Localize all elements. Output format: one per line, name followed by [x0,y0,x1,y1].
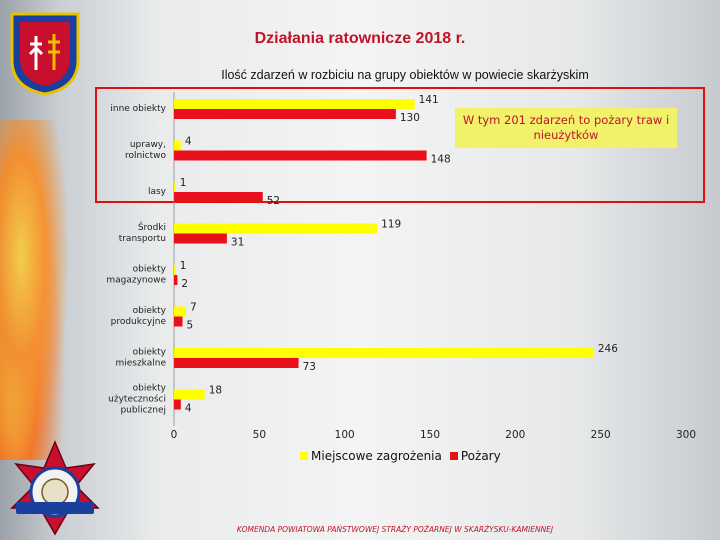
data-label-miejscowe-zagrozenia-1: 4 [185,136,192,148]
x-tick-label-3: 150 [420,429,440,441]
data-label-miejscowe-zagrozenia-7: 18 [209,385,222,397]
bar-pozary-1 [174,150,427,161]
flame-decoration [0,120,70,460]
data-label-miejscowe-zagrozenia-6: 246 [598,343,618,355]
data-label-pozary-7: 4 [185,403,192,415]
category-label-1-1: rolnictwo [125,151,167,161]
legend-item-pozary: Pożary [449,449,501,463]
category-label-1-0: uprawy, [130,140,166,150]
data-label-miejscowe-zagrozenia-3: 119 [381,219,401,231]
category-label-4-1: magazynowe [106,276,166,286]
page-title: Działania ratownicze 2018 r. [254,30,466,47]
category-label-7-0: obiekty [133,384,167,394]
bar-miejscowe-zagrozenia-5 [174,306,186,317]
data-label-pozary-2: 52 [267,195,280,207]
data-label-miejscowe-zagrozenia-2: 1 [180,177,187,189]
data-label-miejscowe-zagrozenia-5: 7 [190,302,197,314]
legend: Miejscowe zagrożenia Pożary [300,449,509,463]
category-label-4-0: obiekty [133,265,167,275]
bar-miejscowe-zagrozenia-3 [174,223,378,234]
note-callout: W tym 201 zdarzeń to pożary traw i nieuż… [455,108,677,148]
data-label-pozary-5: 5 [187,320,194,332]
bar-miejscowe-zagrozenia-7 [174,389,205,400]
chart-title: Ilość zdarzeń w rozbiciu na grupy obiekt… [221,68,589,82]
bar-miejscowe-zagrozenia-2 [174,182,176,192]
category-label-7-2: publicznej [120,406,166,416]
data-label-pozary-4: 2 [181,278,188,290]
coat-of-arms-icon [10,12,80,96]
bar-pozary-4 [174,275,178,285]
data-label-pozary-1: 148 [431,154,451,166]
category-label-6-0: obiekty [133,348,167,358]
footer-text: KOMENDA POWIATOWA PAŃSTWOWEJ STRAŻY POŻA… [236,525,554,534]
category-label-6-1: mieszkalne [115,359,166,369]
data-label-pozary-6: 73 [303,361,316,373]
bar-pozary-3 [174,233,227,244]
bar-miejscowe-zagrozenia-0 [174,99,415,109]
x-tick-label-1: 50 [253,429,266,441]
bar-miejscowe-zagrozenia-4 [174,265,176,275]
legend-label-series1: Miejscowe zagrożenia [311,449,442,463]
legend-swatch-series1 [300,452,308,460]
data-label-miejscowe-zagrozenia-0: 141 [419,94,439,106]
legend-label-series2: Pożary [460,449,501,463]
x-tick-label-6: 300 [676,429,696,441]
category-label-5-0: obiekty [133,306,167,316]
bar-pozary-7 [174,399,181,410]
legend-item-miejscowe-zagrozenia: Miejscowe zagrożenia [300,449,442,463]
category-label-0-0: inne obiekty [110,104,166,114]
category-label-2-0: lasy [148,187,167,197]
bar-pozary-2 [174,192,263,202]
data-label-pozary-3: 31 [231,237,244,249]
bar-miejscowe-zagrozenia-1 [174,140,181,151]
data-label-miejscowe-zagrozenia-4: 1 [180,260,187,272]
fire-service-badge-icon [10,440,100,536]
category-label-3-0: Środki [138,221,166,233]
bar-pozary-5 [174,316,183,327]
x-tick-label-4: 200 [505,429,525,441]
category-label-3-1: transportu [119,234,166,244]
category-label-5-1: produkcyjne [111,317,167,327]
bar-pozary-0 [174,109,396,119]
bar-pozary-6 [174,358,299,368]
data-label-pozary-0: 130 [400,112,420,124]
x-tick-label-5: 250 [591,429,611,441]
x-tick-label-2: 100 [335,429,355,441]
bar-miejscowe-zagrozenia-6 [174,348,594,358]
highlight-box [95,87,705,203]
legend-swatch-series2 [449,452,458,460]
x-tick-label-0: 0 [171,429,178,441]
category-label-7-1: użyteczności [108,394,166,405]
